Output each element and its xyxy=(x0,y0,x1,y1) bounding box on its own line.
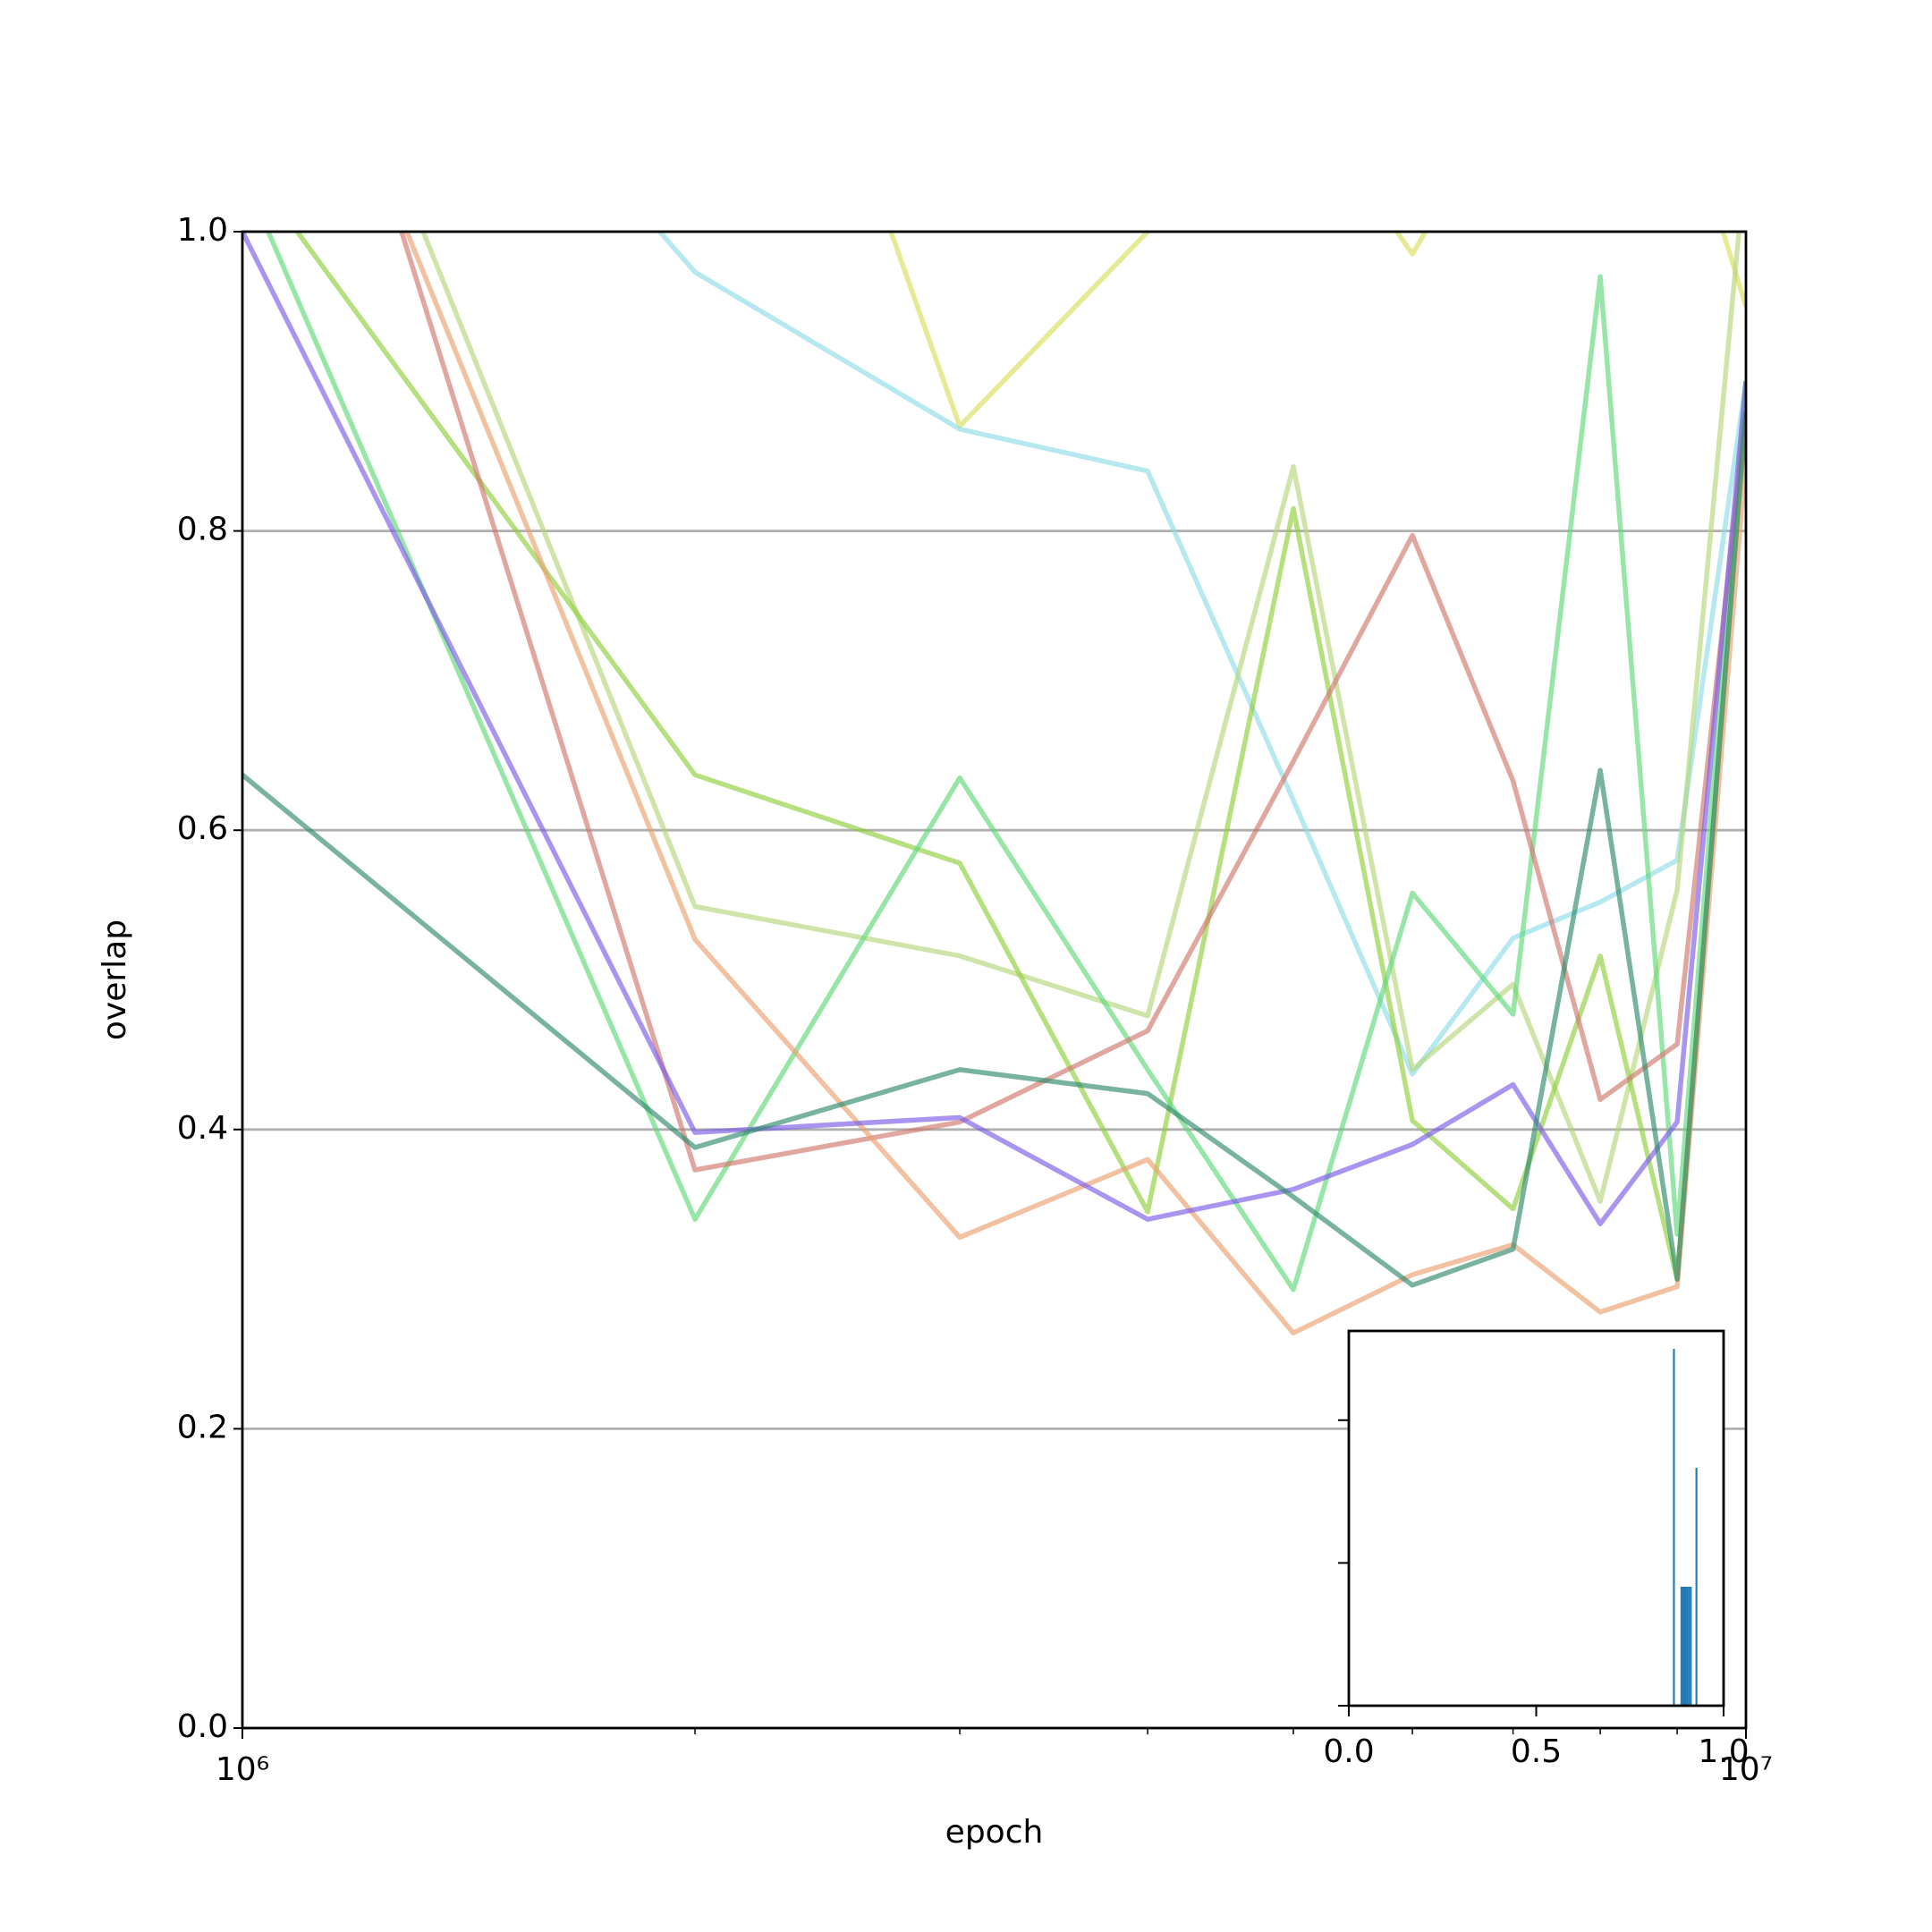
histogram-bar xyxy=(1682,1586,1685,1706)
histogram-bar xyxy=(1684,1586,1687,1706)
inset-background xyxy=(1349,1331,1724,1706)
y-tick-label: 0.2 xyxy=(177,1409,228,1445)
series-line xyxy=(403,232,1746,1336)
series-line xyxy=(242,411,1746,1288)
histogram-bar xyxy=(1695,1467,1698,1706)
x-axis-label: epoch xyxy=(945,1814,1044,1851)
y-axis-label: overlap xyxy=(97,919,133,1040)
inset-x-tick-label: 1.0 xyxy=(1698,1733,1749,1770)
series-line xyxy=(242,232,1746,1226)
plot-lines xyxy=(242,232,1746,1336)
series-line xyxy=(265,232,1746,1292)
x-tick-label: 10⁶ xyxy=(216,1751,269,1788)
series-line xyxy=(656,232,1746,1077)
y-tick-label: 0.6 xyxy=(177,810,228,847)
y-tick-label: 0.4 xyxy=(177,1110,228,1147)
histogram-bar xyxy=(1688,1586,1690,1706)
inset-x-tick-label: 0.5 xyxy=(1511,1733,1562,1770)
series-line xyxy=(420,232,1741,1204)
series-line xyxy=(399,232,1746,1173)
series-line xyxy=(293,232,1746,1282)
histogram-bar xyxy=(1686,1586,1689,1706)
y-tick-label: 0.0 xyxy=(177,1708,228,1745)
y-tick-label: 1.0 xyxy=(177,212,228,249)
x-tick-label: 10⁷ xyxy=(1719,1751,1773,1788)
histogram-bar xyxy=(1680,1586,1682,1706)
histogram-bar xyxy=(1690,1586,1692,1706)
histogram-bar xyxy=(1673,1348,1675,1706)
y-tick-label: 0.8 xyxy=(177,512,228,548)
inset-x-tick-label: 0.0 xyxy=(1323,1733,1374,1770)
plot-frame xyxy=(241,230,1748,1730)
